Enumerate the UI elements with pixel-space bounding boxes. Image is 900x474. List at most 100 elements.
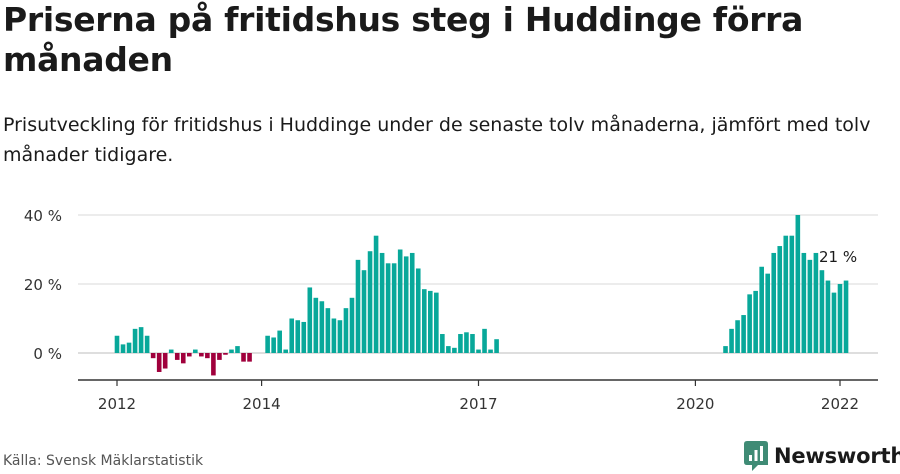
bar bbox=[162, 353, 168, 369]
bar bbox=[120, 344, 126, 354]
x-tick-label: 2017 bbox=[459, 395, 497, 413]
bar bbox=[241, 353, 246, 362]
bar bbox=[132, 328, 138, 353]
bar bbox=[391, 263, 397, 353]
bar bbox=[187, 353, 192, 357]
bar bbox=[379, 252, 385, 353]
last-value-annotation: 21 % bbox=[819, 248, 857, 266]
bar bbox=[777, 246, 783, 353]
bar bbox=[494, 339, 499, 353]
bar bbox=[174, 353, 180, 360]
bar bbox=[446, 346, 451, 353]
bar bbox=[199, 353, 204, 357]
bar bbox=[819, 270, 825, 353]
bar bbox=[349, 297, 355, 353]
bar bbox=[765, 273, 770, 353]
bar bbox=[409, 252, 415, 353]
x-tick-label: 2012 bbox=[98, 395, 136, 413]
bar bbox=[415, 268, 421, 354]
bar bbox=[337, 320, 343, 353]
chart-subtitle: Prisutveckling för fritidshus i Huddinge… bbox=[3, 114, 871, 166]
bar bbox=[470, 334, 475, 353]
bar bbox=[837, 284, 843, 353]
bar bbox=[825, 280, 831, 353]
bar bbox=[247, 353, 252, 362]
bar bbox=[301, 321, 307, 353]
brand-logo: Newsworthy bbox=[744, 441, 900, 471]
bar bbox=[307, 287, 313, 353]
bar bbox=[843, 280, 849, 353]
bar bbox=[271, 337, 276, 354]
bar bbox=[488, 349, 493, 353]
bar bbox=[343, 308, 349, 353]
bar bbox=[265, 335, 270, 353]
bar bbox=[313, 297, 319, 353]
bar bbox=[729, 328, 734, 353]
x-tick-label: 2020 bbox=[676, 395, 714, 413]
bar bbox=[331, 318, 337, 353]
bar bbox=[295, 320, 301, 353]
bar bbox=[211, 353, 216, 376]
labels: 0 % 20 % 40 % 2012 2014 2017 2020 2022 21 % bbox=[24, 207, 859, 413]
bar bbox=[373, 235, 379, 353]
bar bbox=[144, 335, 150, 353]
y-tick-label: 40 % bbox=[24, 207, 62, 225]
bar bbox=[361, 270, 367, 353]
bar bbox=[434, 292, 439, 354]
chart-title: Priserna på fritidshus steg i Huddinge f… bbox=[3, 0, 804, 79]
bar bbox=[193, 349, 198, 353]
bar bbox=[138, 327, 144, 354]
y-tick-label: 20 % bbox=[24, 276, 62, 294]
bar bbox=[277, 330, 282, 353]
bars bbox=[114, 215, 849, 376]
bar bbox=[753, 290, 758, 353]
bar bbox=[801, 252, 807, 353]
x-axis bbox=[78, 379, 878, 386]
bar bbox=[319, 301, 325, 353]
bar bbox=[723, 346, 728, 353]
bar bbox=[813, 252, 819, 353]
bar bbox=[789, 235, 795, 353]
bar bbox=[235, 346, 240, 353]
bar bbox=[482, 328, 487, 353]
bar bbox=[223, 353, 228, 355]
bar bbox=[421, 289, 427, 354]
bar bbox=[289, 318, 295, 353]
bar bbox=[403, 256, 409, 353]
brand-name: Newsworthy bbox=[774, 444, 900, 468]
bar bbox=[428, 290, 433, 353]
bar bbox=[114, 335, 120, 353]
bar bbox=[217, 353, 222, 360]
bar bbox=[476, 349, 481, 353]
grid-lines bbox=[78, 214, 878, 354]
bar bbox=[367, 251, 373, 353]
bar bbox=[452, 347, 457, 353]
newsworthy-logo-icon bbox=[744, 441, 768, 471]
bar bbox=[831, 292, 837, 354]
bar bbox=[741, 315, 746, 353]
bar bbox=[795, 215, 801, 353]
x-tick-label: 2014 bbox=[243, 395, 281, 413]
bar bbox=[385, 263, 391, 353]
bar bbox=[355, 259, 361, 353]
bar bbox=[440, 334, 445, 353]
bar bbox=[747, 294, 752, 353]
bar bbox=[783, 235, 789, 353]
bar bbox=[180, 353, 186, 364]
bar bbox=[283, 349, 288, 353]
bar bbox=[464, 332, 469, 353]
bar bbox=[807, 259, 813, 353]
bar bbox=[205, 353, 210, 359]
bar bbox=[458, 334, 463, 353]
bar bbox=[168, 349, 174, 353]
bar bbox=[397, 249, 403, 353]
y-tick-label: 0 % bbox=[33, 345, 62, 363]
bar bbox=[150, 353, 156, 359]
x-tick-label: 2022 bbox=[821, 395, 859, 413]
bar bbox=[759, 266, 764, 353]
bar bbox=[735, 320, 740, 353]
source-note: Källa: Svensk Mäklarstatistik bbox=[3, 453, 204, 469]
bar bbox=[156, 353, 162, 372]
bar bbox=[325, 308, 331, 353]
